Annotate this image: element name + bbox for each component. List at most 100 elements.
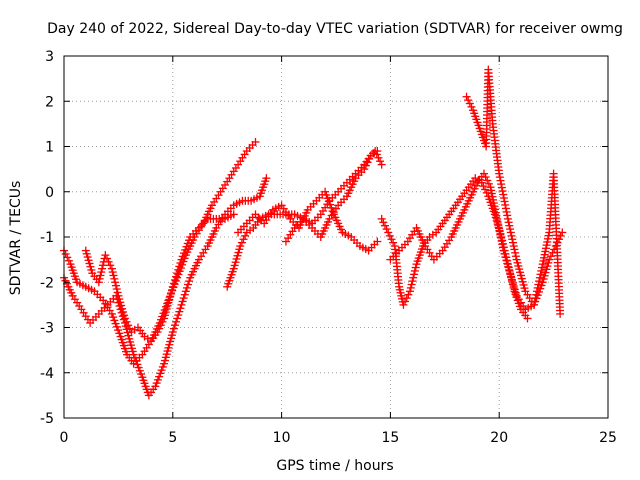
- data-point-interp: [497, 183, 506, 192]
- data-point-interp: [179, 294, 188, 303]
- data-point-interp: [173, 314, 182, 323]
- data-point: [360, 165, 369, 174]
- data-point-interp: [484, 179, 493, 188]
- data-point-interp: [173, 269, 182, 278]
- data-point-interp: [155, 324, 164, 333]
- data-point: [495, 169, 504, 178]
- x-tick-label: 20: [490, 430, 508, 446]
- data-point-interp: [483, 176, 492, 185]
- data-point-interp: [406, 283, 415, 292]
- data-point-interp: [532, 287, 541, 296]
- data-point: [251, 137, 260, 146]
- x-tick-label: 15: [381, 430, 399, 446]
- data-points: [60, 65, 567, 400]
- data-point-interp: [178, 297, 187, 306]
- data-point-interp: [241, 231, 250, 240]
- data-point: [107, 264, 116, 273]
- data-point-interp: [533, 283, 542, 292]
- data-point-interp: [511, 248, 520, 257]
- data-point: [558, 228, 567, 237]
- data-point: [236, 242, 245, 251]
- data-point-interp: [505, 221, 514, 230]
- data-point: [373, 237, 382, 246]
- data-point: [177, 300, 186, 309]
- data-point-interp: [61, 249, 70, 258]
- y-tick-label: -4: [40, 366, 54, 382]
- data-point: [153, 328, 162, 337]
- data-point-interp: [481, 185, 490, 194]
- data-point-interp: [125, 324, 134, 333]
- data-point-interp: [402, 294, 411, 303]
- data-point-interp: [481, 173, 490, 182]
- y-tick-label: 3: [45, 49, 54, 65]
- data-point-interp: [408, 277, 417, 286]
- data-point-interp: [102, 254, 111, 263]
- data-point-interp: [112, 285, 121, 294]
- data-point-interp: [508, 235, 517, 244]
- data-point-interp: [535, 273, 544, 282]
- data-point-interp: [467, 102, 476, 111]
- data-point-interp: [530, 297, 539, 306]
- data-point-interp: [409, 273, 418, 282]
- data-point-interp: [389, 238, 398, 247]
- data-point-interp: [124, 321, 133, 330]
- data-point-interp: [372, 150, 381, 159]
- y-tick-label: 2: [45, 94, 54, 110]
- data-point-interp: [98, 261, 107, 270]
- data-point-interp: [174, 311, 183, 320]
- data-point-interp: [174, 265, 183, 274]
- y-axis-title: SDTVAR / TECUs: [8, 181, 24, 296]
- y-tick-label: -5: [40, 411, 54, 427]
- data-point-interp: [169, 279, 178, 288]
- data-point-interp: [498, 187, 507, 196]
- data-point-interp: [506, 228, 515, 237]
- data-point-interp: [479, 182, 488, 191]
- data-point: [371, 147, 380, 156]
- data-point-interp: [180, 290, 189, 299]
- data-point-interp: [482, 188, 491, 197]
- x-tick-label: 10: [273, 430, 291, 446]
- grid: [64, 56, 608, 418]
- data-point-interp: [64, 256, 73, 265]
- data-point: [556, 309, 565, 318]
- data-point-interp: [122, 317, 131, 326]
- y-tick-label: -2: [40, 275, 54, 291]
- data-point-interp: [182, 283, 191, 292]
- data-point-interp: [411, 263, 420, 272]
- y-tick-label: -1: [40, 230, 54, 246]
- data-point-interp: [109, 271, 118, 280]
- data-point-interp: [501, 204, 510, 213]
- data-point: [229, 210, 238, 219]
- data-point-interp: [410, 266, 419, 275]
- data-point-interp: [376, 157, 385, 166]
- data-point-interp: [172, 317, 181, 326]
- data-point-interp: [169, 324, 178, 333]
- data-point-interp: [95, 274, 104, 283]
- data-point-interp: [508, 238, 517, 247]
- x-tick-label: 0: [60, 430, 69, 446]
- data-point-interp: [176, 304, 185, 313]
- data-point-interp: [496, 176, 505, 185]
- data-point-interp: [511, 252, 520, 261]
- data-point-interp: [536, 270, 545, 279]
- data-point-interp: [510, 245, 519, 254]
- data-point-interp: [382, 225, 391, 234]
- data-point: [479, 169, 488, 178]
- y-tick-label: -3: [40, 321, 54, 337]
- data-point-interp: [387, 235, 396, 244]
- data-point: [530, 300, 539, 309]
- data-point: [503, 214, 512, 223]
- data-point-interp: [502, 207, 511, 216]
- data-point-interp: [464, 96, 473, 105]
- data-point-interp: [175, 307, 184, 316]
- data-point: [377, 160, 386, 169]
- x-tick-label: 25: [599, 430, 617, 446]
- data-point-interp: [181, 287, 190, 296]
- data-point: [120, 314, 129, 323]
- data-point-interp: [507, 231, 516, 240]
- data-point-interp: [237, 238, 246, 247]
- data-point-interp: [501, 200, 510, 209]
- data-point-interp: [175, 262, 184, 271]
- data-point: [545, 255, 554, 264]
